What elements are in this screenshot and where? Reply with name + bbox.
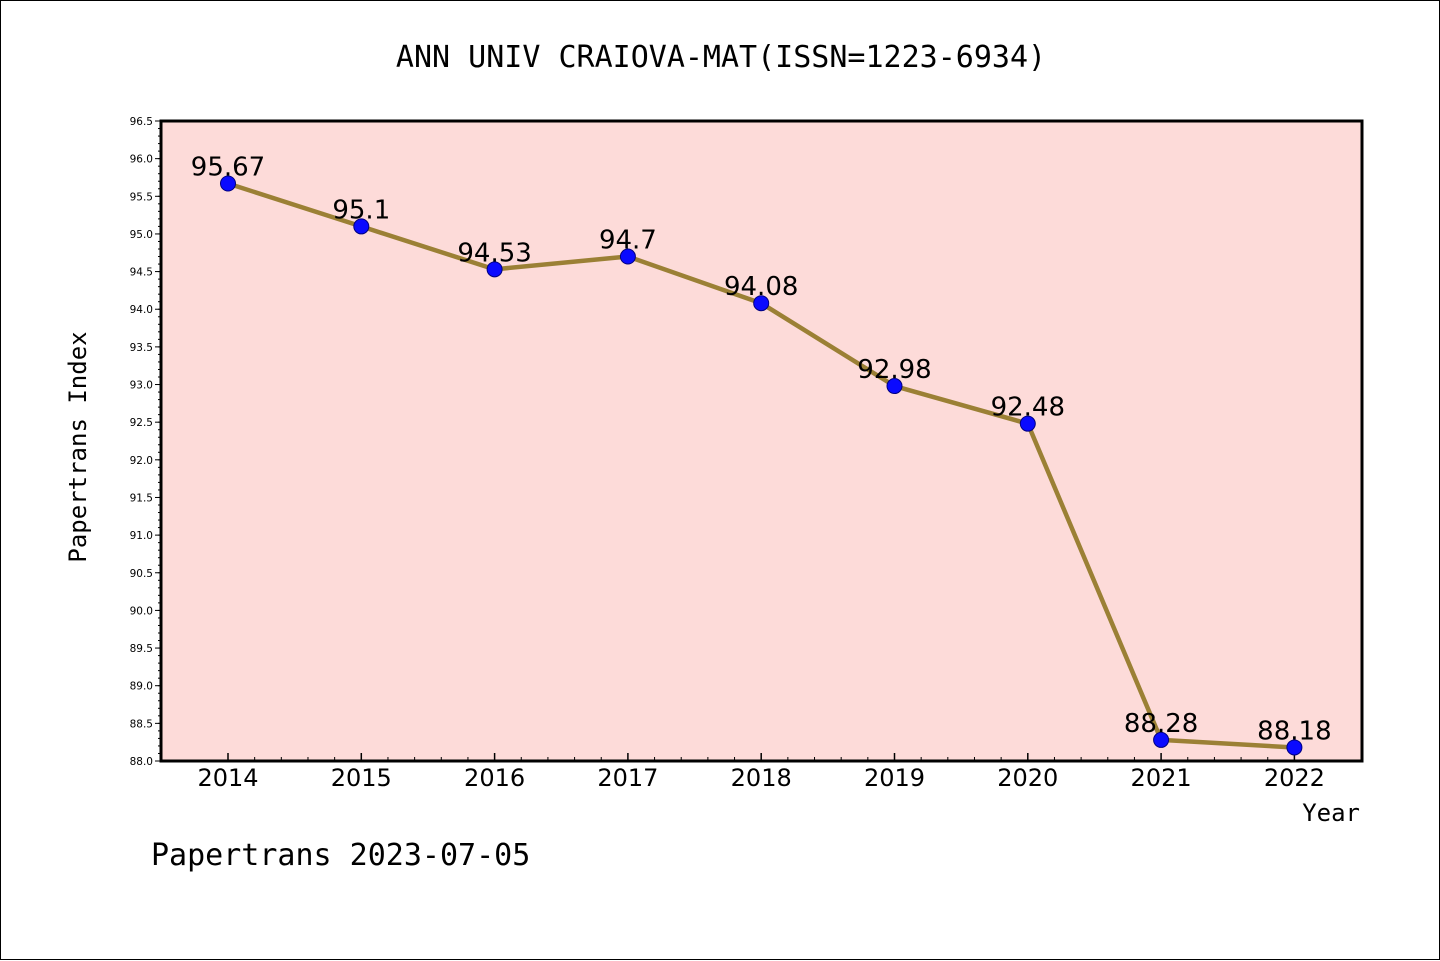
- data-point-marker: [353, 218, 370, 235]
- data-label: 95.1: [332, 195, 390, 225]
- x-tick-label: 2016: [464, 764, 525, 792]
- data-label: 94.7: [599, 226, 657, 256]
- data-label: 92.48: [991, 393, 1065, 423]
- x-tick-label: 2020: [997, 764, 1058, 792]
- data-label: 92.98: [857, 355, 931, 385]
- y-tick-label: 94.0: [130, 304, 153, 316]
- x-tick-label: 2018: [731, 764, 792, 792]
- plot-border: [159, 119, 1364, 763]
- x-tick-label: 2014: [197, 764, 258, 792]
- data-point-marker: [220, 175, 236, 192]
- y-tick-label: 91.0: [130, 530, 153, 542]
- data-point-marker: [1286, 739, 1303, 756]
- y-tick-label: 95.0: [130, 229, 153, 241]
- x-tick-label: 2017: [597, 764, 658, 792]
- y-tick-label: 95.5: [130, 191, 153, 203]
- chart-title: ANN UNIV CRAIOVA-MAT(ISSN=1223-6934): [396, 40, 1046, 75]
- y-tick-label: 94.5: [130, 267, 153, 279]
- y-tick-label: 89.5: [130, 643, 153, 655]
- x-tick-label: 2019: [864, 764, 925, 792]
- y-tick-label: 91.5: [130, 492, 153, 504]
- series-markers: [220, 175, 1303, 756]
- y-tick-label: 90.0: [130, 605, 153, 617]
- data-label: 88.18: [1257, 716, 1331, 746]
- x-tick-label: 2022: [1264, 764, 1325, 792]
- data-label: 95.67: [191, 152, 265, 182]
- y-tick-label: 89.0: [130, 681, 153, 693]
- data-point-marker: [1153, 731, 1170, 748]
- footer-text: Papertrans 2023-07-05: [151, 838, 530, 873]
- y-tick-label: 96.0: [130, 154, 153, 166]
- y-tick-label: 88.5: [130, 718, 153, 730]
- data-point-marker: [486, 261, 503, 278]
- data-point-marker: [1019, 415, 1036, 432]
- data-label: 88.28: [1124, 709, 1198, 739]
- x-tick-label: 2021: [1131, 764, 1192, 792]
- y-tick-label: 93.5: [130, 342, 153, 354]
- data-point-marker: [753, 295, 770, 312]
- y-axis: 88.0 88.5 89.0 89.5 90.0 90.5 91.0 91.5 92.0 92.5…: [130, 116, 161, 768]
- y-axis-label: Papertrans Index: [64, 331, 92, 562]
- x-axis-label: Year: [1302, 799, 1360, 827]
- y-tick-label: 92.0: [130, 455, 153, 467]
- data-label: 94.08: [724, 272, 798, 302]
- y-tick-label: 93.0: [130, 380, 153, 392]
- y-tick-label: 88.0: [130, 756, 153, 768]
- data-point-marker: [886, 378, 903, 395]
- y-tick-label: 96.5: [130, 116, 153, 128]
- y-tick-label: 92.5: [130, 417, 153, 429]
- x-tick-label: 2015: [331, 764, 392, 792]
- data-point-marker: [619, 248, 636, 265]
- data-label: 94.53: [457, 238, 531, 268]
- y-tick-label: 90.5: [130, 568, 153, 580]
- data-labels: 95.67 95.1 94.53 94.7 94.08 92.98 92.48 88.28 88…: [191, 152, 1332, 746]
- x-axis: 2014 2015 2016 2017 2018 2019 2020 2021 2022: [197, 753, 1325, 792]
